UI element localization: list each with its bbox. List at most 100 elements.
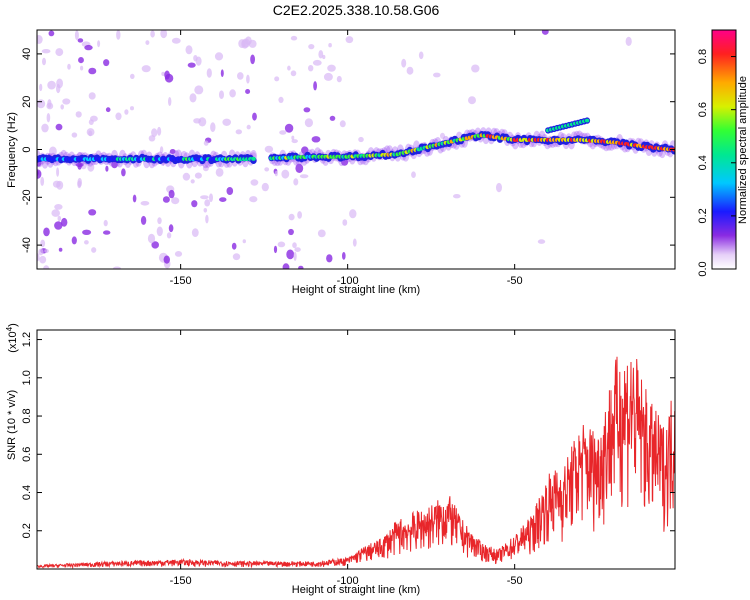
spectrogram-ridge-peak <box>251 156 256 161</box>
spectrogram-noise-blob <box>163 255 170 264</box>
snr-xtick-label: -100 <box>337 575 359 587</box>
spectrogram-noise-blob <box>171 37 181 44</box>
spectrogram-noise-blob <box>130 106 134 111</box>
colorbar-ticks: 0.0 0.2 0.4 0.6 0.8 <box>697 49 736 277</box>
spectrogram-noise-blob <box>194 172 202 179</box>
spectrogram-noise-blob <box>47 80 56 90</box>
spectrogram-noise-blob <box>150 30 155 38</box>
spectrogram-noise-blob <box>204 199 211 207</box>
spectrogram-noise-blob <box>67 63 71 70</box>
spectrogram-noise-blob <box>88 92 96 100</box>
spectrogram-noise-blob <box>245 89 251 94</box>
spectrogram-noise-blob <box>174 251 183 257</box>
spectrogram-noise-blob <box>209 193 213 202</box>
snr-ytick-label: 0.6 <box>21 447 33 462</box>
spectrogram-noise-blob <box>168 224 174 233</box>
spectrogram-noise-blob <box>74 30 79 41</box>
snr-series-line <box>37 356 675 569</box>
spectrogram-noise-blob <box>111 160 118 169</box>
spectrogram-noise-blob <box>140 201 150 206</box>
spectrogram-noise-blob <box>286 249 295 260</box>
spectrogram-ytick-label: 0 <box>21 146 33 152</box>
spectrogram-noise-blob <box>88 67 97 75</box>
spectrogram-noise-blob <box>308 65 314 72</box>
spectrogram-noise-blob <box>471 64 480 73</box>
spectrogram-marks <box>37 30 675 269</box>
spectrogram-noise-blob <box>541 30 549 35</box>
spectrogram-noise-blob <box>625 36 632 47</box>
spectrogram-ytick-label: 20 <box>21 96 33 108</box>
spectrogram-noise-blob <box>237 72 244 80</box>
spectrogram-noise-blob <box>246 124 251 130</box>
colorbar-tick-label: 0.0 <box>697 261 709 276</box>
spectrogram-noise-blob <box>327 64 336 72</box>
spectrogram-noise-blob <box>298 265 304 269</box>
spectrogram-noise-blob <box>250 54 256 65</box>
spectrogram-noise-blob <box>241 39 249 49</box>
snr-ytick-label: 0.4 <box>21 485 33 500</box>
spectrogram-noise-blob <box>336 75 342 83</box>
snr-multiplier-close: ) <box>7 323 19 327</box>
spectrogram-noise-blob <box>318 50 324 59</box>
spectrogram-noise-blob <box>90 115 98 122</box>
spectrogram-noise-blob <box>273 245 278 254</box>
spectrogram-noise-blob <box>124 109 129 115</box>
spectrogram-noise-blob <box>281 169 290 179</box>
spectrogram-noise-blob <box>322 54 326 60</box>
spectrogram-noise-blob <box>71 132 78 138</box>
spectrogram-noise-blob <box>200 195 209 200</box>
spectrogram-noise-blob <box>190 179 195 184</box>
spectrogram-noise-blob <box>75 111 82 118</box>
spectrogram-noise-blob <box>252 112 257 121</box>
spectrogram-noise-blob <box>44 249 49 253</box>
spectrogram-noise-blob <box>329 115 336 121</box>
spectrogram-noise-blob <box>187 62 196 68</box>
colorbar-tick-label: 0.2 <box>697 208 709 223</box>
spectrogram-noise-blob <box>80 65 84 71</box>
spectrogram-noise-blob <box>82 229 92 235</box>
spectrogram-noise-blob <box>43 227 50 237</box>
spectrogram-noise-blob <box>55 123 63 131</box>
spectrogram-ytick-label: 40 <box>21 48 33 60</box>
spectrogram-noise-blob <box>279 130 287 135</box>
spectrogram-noise-blob <box>191 228 199 238</box>
spectrogram-noise-blob <box>159 146 164 154</box>
spectrogram-noise-blob <box>161 71 166 76</box>
spectrogram-noise-blob <box>132 194 137 203</box>
spectrogram-noise-blob <box>182 172 191 181</box>
spectrogram-noise-blob <box>105 107 111 113</box>
colorbar-tick-label: 0.8 <box>697 49 709 64</box>
spectrogram-ylabel: Frequency (Hz) <box>6 112 18 188</box>
spectrogram-noise-blob <box>103 59 110 67</box>
chart-title: C2E2.2025.338.10.58.G06 <box>273 2 440 18</box>
spectrogram-noise-blob <box>264 145 274 153</box>
spectrogram-noise-blob <box>51 209 60 217</box>
spectrogram-noise-blob <box>293 251 297 261</box>
spectrogram-noise-blob <box>440 132 445 139</box>
spectrogram-plot-area <box>37 30 675 269</box>
snr-frame <box>36 329 676 570</box>
spectrogram-noise-blob <box>57 215 62 222</box>
spectrogram-noise-blob <box>160 30 168 39</box>
spectrogram-noise-blob <box>313 81 317 91</box>
spectrogram-noise-blob <box>220 69 224 77</box>
spectrogram-noise-blob <box>317 229 326 238</box>
snr-multiplier: (x104) <box>5 323 19 353</box>
spectrogram-noise-blob <box>40 176 45 186</box>
spectrogram-noise-blob <box>166 232 172 239</box>
spectrogram-noise-blob <box>116 30 121 40</box>
spectrogram-noise-blob <box>342 219 348 226</box>
spectrogram-noise-blob <box>291 139 298 144</box>
spectrogram-noise-blob <box>288 213 295 221</box>
spectrogram-noise-blob <box>278 96 284 103</box>
spectrogram-noise-blob <box>41 49 51 54</box>
spectrogram-noise-blob <box>47 99 52 108</box>
spectrogram-noise-blob <box>37 35 43 44</box>
spectrogram-noise-blob <box>246 74 250 84</box>
spectrogram-noise-blob <box>169 149 176 154</box>
spectrogram-noise-blob <box>54 204 63 210</box>
spectrogram-noise-blob <box>145 40 150 45</box>
spectrogram-noise-blob <box>39 83 43 92</box>
spectrogram-noise-blob <box>140 215 147 225</box>
